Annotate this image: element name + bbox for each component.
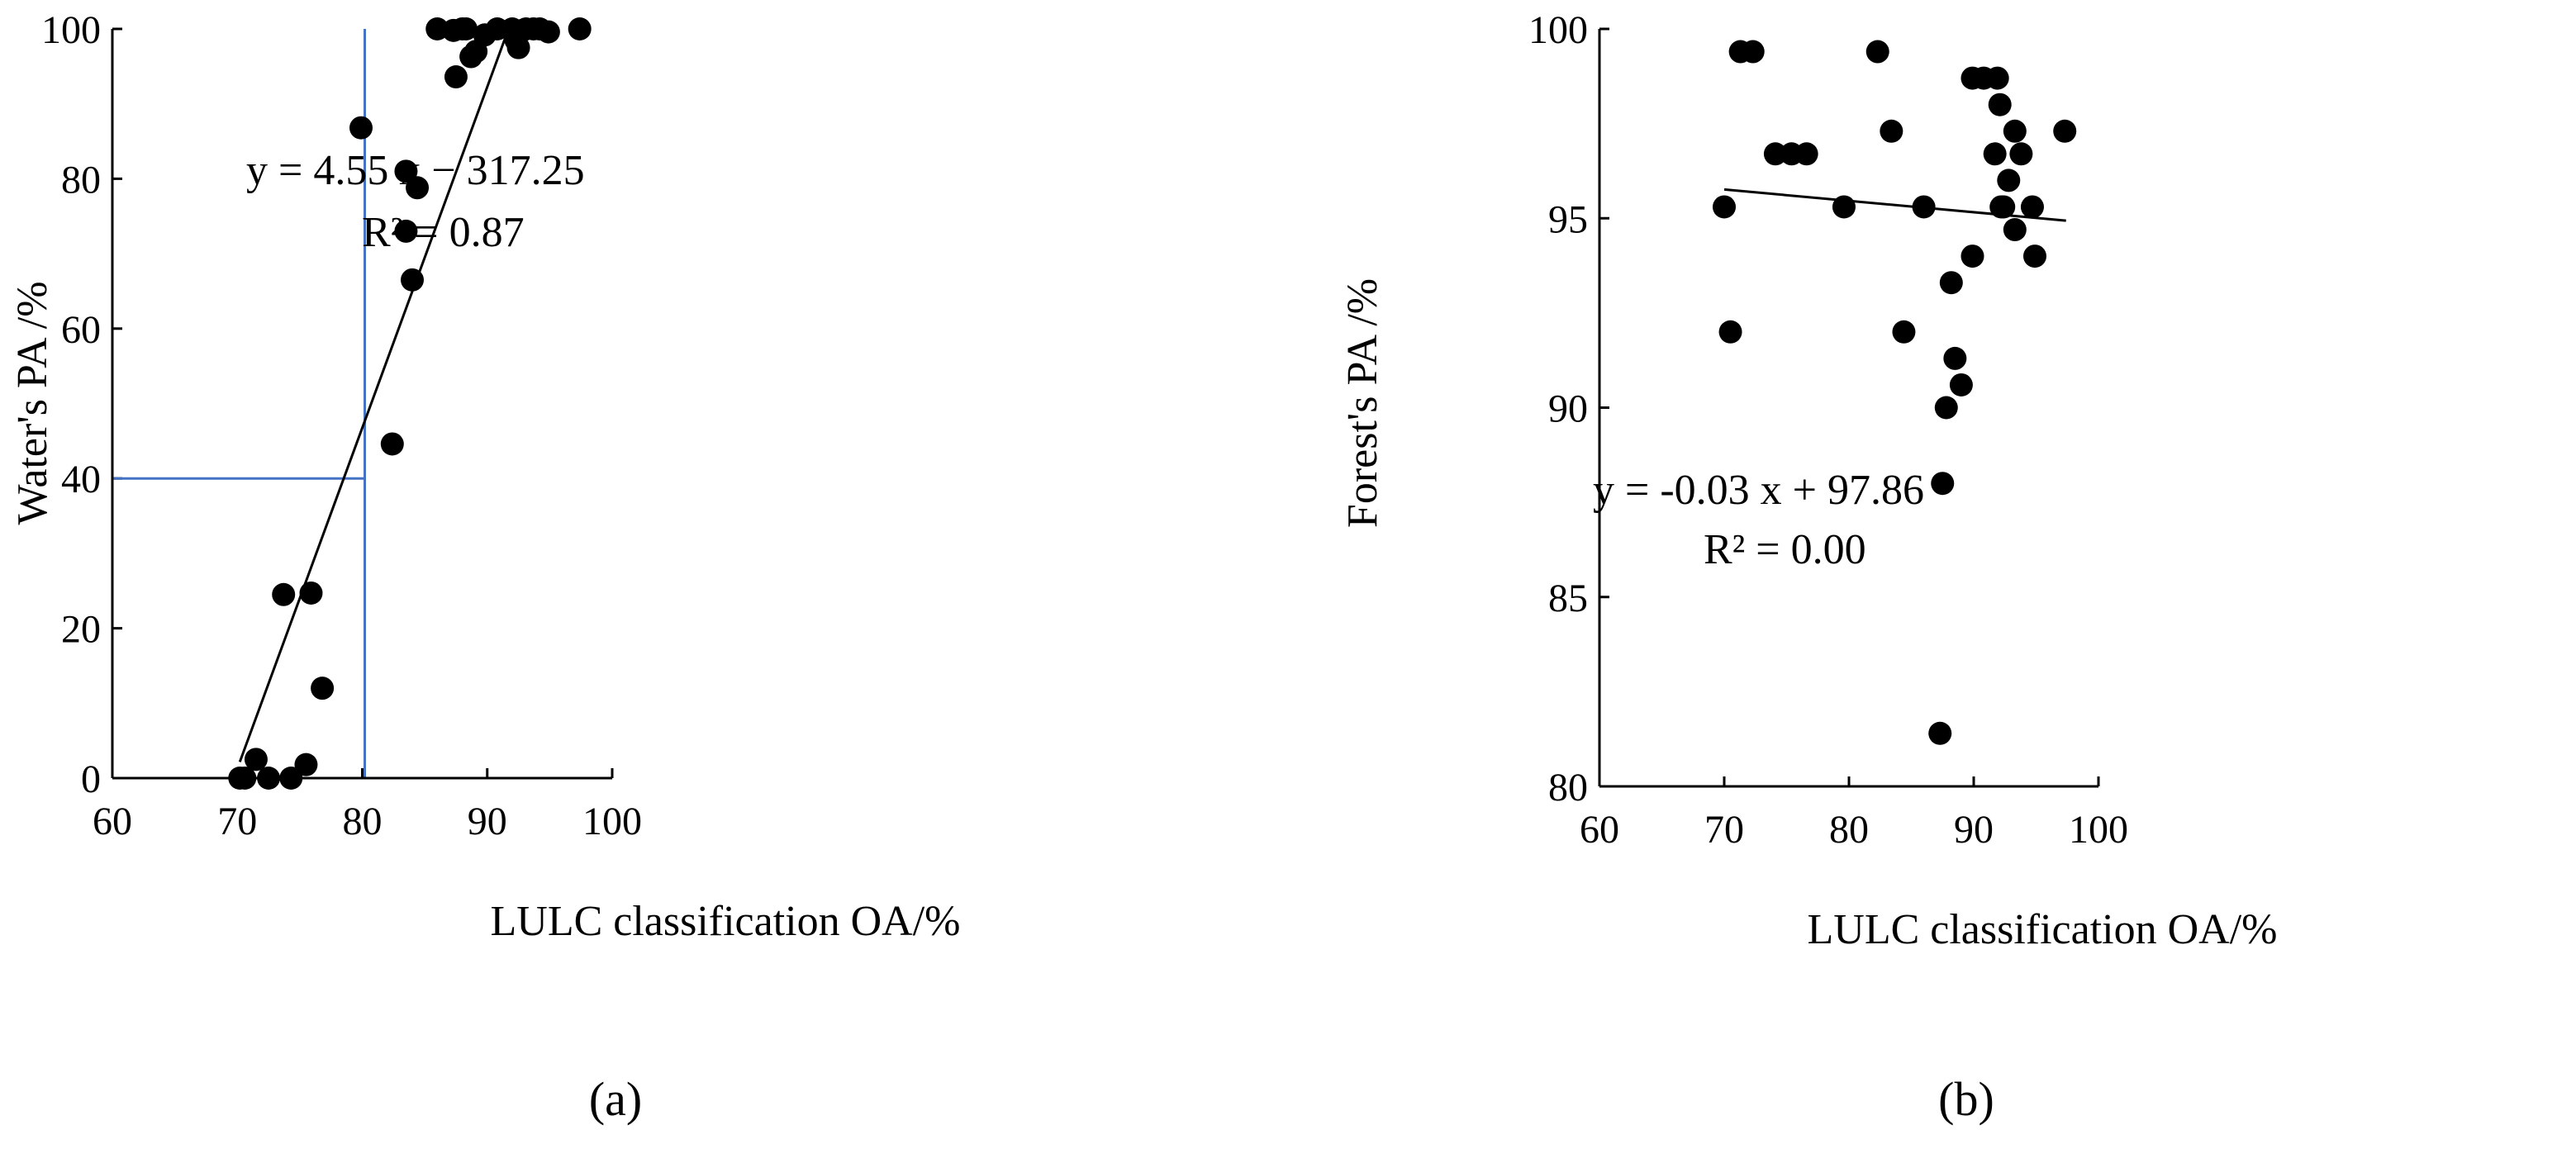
data-point-b xyxy=(2022,245,2046,268)
x-tick-labels-b: 60 70 80 90 100 xyxy=(1580,776,2128,852)
data-point-a xyxy=(394,159,418,183)
equation-a: y = 4.55 x − 317.25 xyxy=(246,147,585,194)
data-point-a xyxy=(257,767,281,790)
x-tick-label-b: 60 xyxy=(1580,808,1619,852)
y-axis-title-b: Forest's PA /% xyxy=(1339,278,1386,528)
x-tick-labels-a: 60 70 80 90 100 xyxy=(93,768,642,843)
data-point-a xyxy=(444,65,468,89)
data-point-b xyxy=(2053,119,2077,143)
y-tick-labels-b: 80 85 90 95 100 xyxy=(1528,8,1609,810)
data-point-b xyxy=(2020,195,2044,219)
y-tick-label-b: 90 xyxy=(1548,387,1588,431)
data-point-a xyxy=(299,581,323,605)
x-tick-label-b: 90 xyxy=(1954,808,1994,852)
data-point-b xyxy=(1988,93,2012,116)
data-point-b xyxy=(2009,142,2033,166)
data-point-a xyxy=(349,116,373,140)
data-point-b xyxy=(1912,195,1936,219)
data-point-b xyxy=(1985,66,2009,90)
guide-lines-a xyxy=(112,29,367,778)
panel-label-a: (a) xyxy=(589,1072,642,1126)
x-tick-label-a: 70 xyxy=(217,800,257,843)
x-tick-label-a: 80 xyxy=(343,800,383,843)
r-squared-b: R² = 0.00 xyxy=(1704,526,1866,573)
chart-forest-pa: 60 70 80 90 100 80 85 90 95 100 y = -0.03 x + 97… xyxy=(1339,8,2277,1126)
x-tick-label-a: 100 xyxy=(582,800,642,843)
data-point-b xyxy=(1718,320,1742,344)
data-point-b xyxy=(1943,346,1967,370)
data-point-b xyxy=(1892,320,1916,344)
data-point-a xyxy=(406,176,430,200)
y-tick-label-b: 80 xyxy=(1548,766,1588,810)
x-tick-label-b: 80 xyxy=(1829,808,1869,852)
axes-b xyxy=(1598,29,2098,788)
data-point-a xyxy=(279,767,303,790)
data-point-a xyxy=(506,36,530,59)
equation-b: y = -0.03 x + 97.86 xyxy=(1593,467,1924,514)
y-tick-label-a: 100 xyxy=(41,8,101,52)
x-tick-label-b: 70 xyxy=(1704,808,1744,852)
r-squared-a: R² = 0.87 xyxy=(362,209,525,256)
axes-a xyxy=(111,29,612,780)
data-point-a xyxy=(568,17,592,40)
data-point-b xyxy=(1961,245,1984,268)
data-point-a xyxy=(454,17,478,40)
data-point-b xyxy=(2003,218,2027,242)
x-tick-label-b: 100 xyxy=(2069,808,2128,852)
y-tick-label-a: 0 xyxy=(81,757,101,801)
data-point-b xyxy=(1992,195,2016,219)
data-point-b xyxy=(1928,721,1952,745)
data-point-b xyxy=(1983,142,2007,166)
data-point-a xyxy=(294,753,318,776)
data-point-b xyxy=(1931,472,1955,496)
x-tick-label-a: 90 xyxy=(468,800,507,843)
data-point-b xyxy=(2003,119,2027,143)
data-point-b xyxy=(1880,119,1903,143)
data-point-a xyxy=(272,582,296,606)
x-tick-label-a: 60 xyxy=(93,800,132,843)
trendline-a xyxy=(238,21,512,762)
data-point-b xyxy=(1939,271,1963,295)
data-point-b xyxy=(1741,40,1765,64)
y-tick-label-a: 60 xyxy=(61,308,101,352)
y-tick-label-b: 95 xyxy=(1548,197,1588,241)
chart-water-pa: 60 70 80 90 100 0 20 40 60 80 100 y = 4.55 x − 31… xyxy=(9,8,960,1126)
x-axis-title-a: LULC classification OA/% xyxy=(491,898,961,945)
data-point-b xyxy=(1832,195,1856,219)
data-point-a xyxy=(244,748,268,772)
data-point-a xyxy=(311,677,335,700)
data-point-b xyxy=(1794,142,1818,166)
data-point-a xyxy=(394,219,418,243)
panel-label-b: (b) xyxy=(1938,1072,1994,1126)
data-point-b xyxy=(1934,396,1958,420)
data-point-b xyxy=(1997,169,2021,192)
y-tick-label-b: 85 xyxy=(1548,577,1588,620)
y-tick-labels-a: 0 20 40 60 80 100 xyxy=(41,8,122,801)
data-point-b xyxy=(1949,373,1973,396)
y-tick-label-b: 100 xyxy=(1528,8,1588,52)
y-tick-label-a: 80 xyxy=(61,158,101,202)
data-point-a xyxy=(536,20,560,44)
data-point-b xyxy=(1865,40,1889,64)
data-point-b xyxy=(1713,195,1736,219)
y-axis-title-a: Water's PA /% xyxy=(9,281,56,525)
data-points-a xyxy=(228,17,592,790)
data-point-a xyxy=(233,767,257,790)
x-axis-title-b: LULC classification OA/% xyxy=(1808,906,2278,953)
data-point-b xyxy=(1763,142,1787,166)
data-point-a xyxy=(401,268,424,292)
data-points-b xyxy=(1713,40,2077,745)
y-tick-label-a: 40 xyxy=(61,458,101,501)
y-tick-label-a: 20 xyxy=(61,608,101,652)
trendline-a xyxy=(238,21,512,762)
data-point-a xyxy=(380,432,404,456)
